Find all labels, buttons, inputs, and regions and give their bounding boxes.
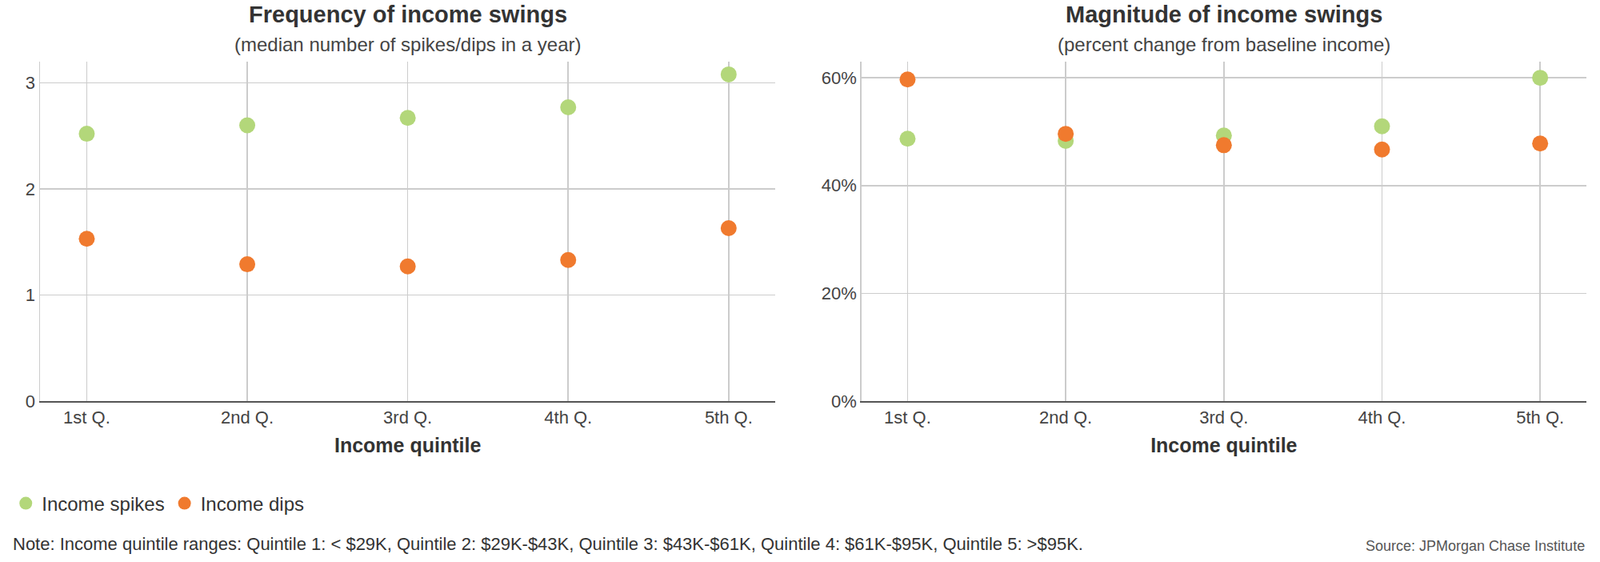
svg-text:3rd Q.: 3rd Q. [383,407,432,428]
svg-text:4th Q.: 4th Q. [544,407,592,428]
svg-text:4th Q.: 4th Q. [1358,407,1407,428]
svg-text:0%: 0% [831,391,857,412]
svg-text:40%: 40% [821,175,857,196]
svg-text:2: 2 [25,179,36,200]
svg-text:5th Q.: 5th Q. [1516,407,1564,428]
svg-text:1st Q.: 1st Q. [63,407,111,428]
svg-text:(median number of spikes/dips: (median number of spikes/dips in a year) [234,33,582,56]
svg-text:60%: 60% [821,68,857,88]
svg-text:1st Q.: 1st Q. [884,407,932,428]
svg-text:Income quintile: Income quintile [334,433,481,456]
svg-text:0: 0 [25,391,36,412]
svg-text:Frequency of income swings: Frequency of income swings [248,1,568,28]
svg-text:2nd Q.: 2nd Q. [1039,407,1092,428]
svg-text:5th Q.: 5th Q. [704,407,753,428]
svg-text:2nd Q.: 2nd Q. [220,407,274,428]
svg-text:Income dips: Income dips [200,492,304,515]
svg-text:Income spikes: Income spikes [41,492,164,515]
svg-text:Income quintile: Income quintile [1150,433,1297,456]
svg-text:20%: 20% [821,283,857,304]
svg-text:Source: JPMorgan Chase Institu: Source: JPMorgan Chase Institute [1365,537,1585,554]
svg-text:3rd Q.: 3rd Q. [1199,407,1248,428]
svg-text:3: 3 [25,72,36,93]
svg-text:Note: Income quintile ranges:: Note: Income quintile ranges: Quintile 1… [12,533,1084,554]
svg-text:1: 1 [25,284,36,305]
svg-text:Magnitude of income swings: Magnitude of income swings [1065,1,1383,28]
svg-text:(percent change from baseline: (percent change from baseline income) [1057,33,1391,56]
